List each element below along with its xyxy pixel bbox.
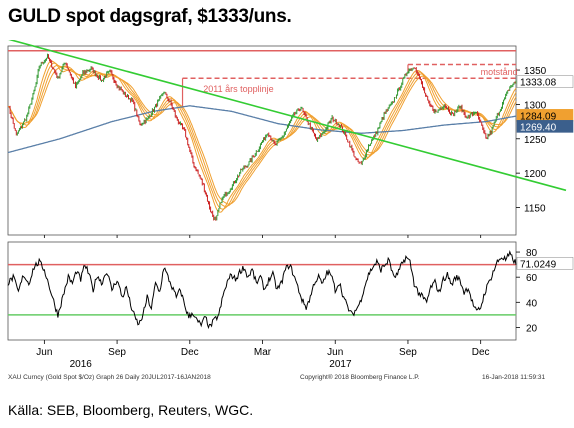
last-value-label: 1269.40 [520, 122, 557, 133]
x-tick-label: Dec [472, 347, 490, 358]
last-value-label: 1284.09 [520, 111, 557, 122]
source-note: Källa: SEB, Bloomberg, Reuters, WGC. [8, 402, 254, 418]
moving-average-band-1 [8, 60, 517, 213]
chart-area: 1150 1200 1250 1300 1350 2011 års topplinje mo… [0, 38, 574, 395]
rsi-y-tick-label: 80 [526, 248, 538, 259]
x-year-label: 2017 [329, 359, 352, 370]
x-tick-label: Jun [36, 347, 52, 358]
x-year-label: 2016 [70, 359, 93, 370]
rsi-y-tick-label: 40 [526, 298, 538, 309]
footer-meta-center: Copyright® 2018 Bloomberg Finance L.P. [300, 373, 420, 381]
last-value-label: 1333.08 [520, 78, 557, 89]
price-panel-frame [7, 45, 517, 236]
rsi-y-tick-label: 20 [526, 323, 538, 334]
price-y-tick-label: 1250 [524, 135, 547, 146]
chart-title: GULD spot dagsgraf, $1333/uns. [8, 6, 292, 27]
moving-average-200d-line [7, 105, 517, 154]
x-tick-label: Mar [254, 347, 272, 358]
price-y-tick-label: 1350 [524, 66, 547, 77]
footer-meta-left: XAU Curncy (Gold Spot $/Oz) Graph 26 Dai… [8, 374, 211, 381]
price-y-tick-label: 1300 [524, 100, 547, 111]
bloomberg-footer: XAU Curncy (Gold Spot $/Oz) Graph 26 Dai… [8, 373, 546, 381]
moving-average-band-4 [8, 65, 517, 205]
gold-chart-svg: 1150 1200 1250 1300 1350 2011 års topplinje mo… [7, 38, 574, 381]
rsi-last-value-label: 71.0249 [520, 259, 557, 270]
rsi-last-value-box [516, 257, 574, 270]
x-tick-label: Dec [181, 347, 199, 358]
last-value-box [516, 75, 574, 88]
rsi-line [7, 249, 517, 330]
moving-average-band-2 [8, 62, 517, 210]
price-y-tick-label: 1150 [524, 204, 546, 215]
x-tick-label: Sep [399, 347, 417, 358]
last-value-box [516, 120, 574, 133]
x-tick-label: Sep [108, 347, 126, 358]
price-y-tick-label: 1200 [524, 169, 547, 180]
price-panel: 1150 1200 1250 1300 1350 2011 års topplinje mo… [7, 38, 574, 238]
x-axis: Jun Sep Dec Mar Jun Sep Dec 2016 2017 [36, 340, 490, 370]
footer-meta-right: 16-Jan-2018 11:59:31 [482, 374, 546, 381]
resistance-motstand-label: motstånd [481, 67, 518, 77]
resistance-2011-label: 2011 års topplinje [203, 84, 273, 94]
rsi-y-tick-label: 60 [526, 273, 538, 284]
x-tick-label: Jun [327, 347, 343, 358]
downtrend-line [7, 38, 567, 192]
